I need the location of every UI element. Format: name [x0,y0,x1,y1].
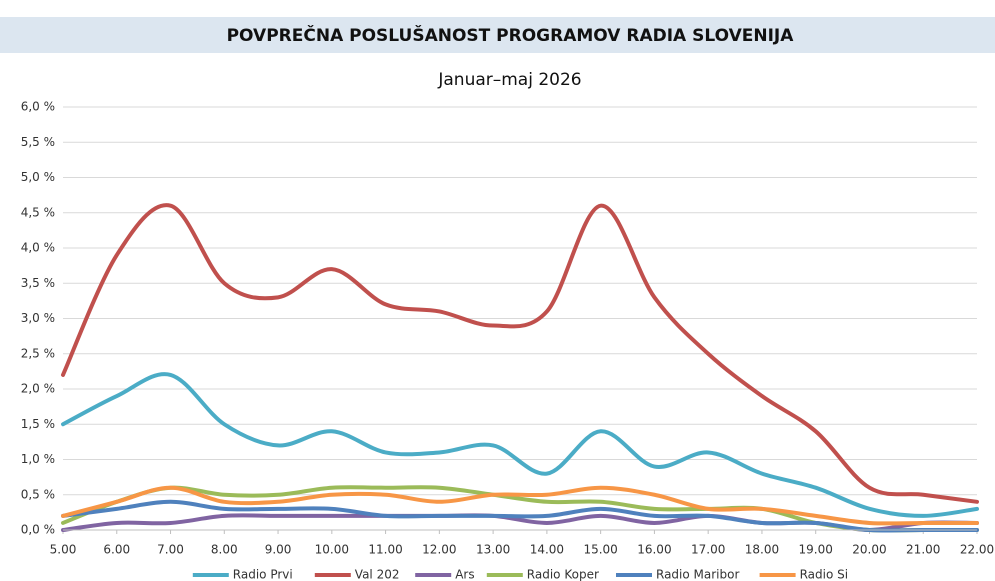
x-tick-label: 10.00 [315,543,349,557]
x-tick-label: 19.00 [799,543,833,557]
legend-label: Radio Koper [527,568,599,581]
y-tick-label: 5,0 % [21,170,55,184]
x-tick-label: 9.00 [265,543,292,557]
x-tick-label: 14.00 [530,543,564,557]
x-tick-label: 11.00 [368,543,402,557]
x-tick-label: 21.00 [906,543,940,557]
y-tick-label: 1,0 % [21,452,55,466]
series-line [61,499,979,533]
y-tick-label: 2,5 % [21,346,55,360]
x-tick-label: 6.00 [103,543,130,557]
y-tick-label: 5,5 % [21,135,55,149]
x-tick-label: 16.00 [637,543,671,557]
x-tick-label: 20.00 [852,543,886,557]
x-tick-label: 12.00 [422,543,456,557]
y-tick-label: 0,5 % [21,487,55,501]
y-tick-label: 0,0 % [21,523,55,537]
legend-label: Radio Prvi [233,568,293,581]
x-tick-label: 13.00 [476,543,510,557]
y-tick-label: 2,0 % [21,382,55,396]
y-tick-label: 6,0 % [21,100,55,114]
legend-label: Radio Si [800,568,849,581]
x-tick-label: 15.00 [583,543,617,557]
y-tick-label: 3,5 % [21,276,55,290]
title-banner [0,17,995,53]
x-tick-label: 22.00 [960,543,994,557]
x-tick-label: 17.00 [691,543,725,557]
y-tick-label: 1,5 % [21,417,55,431]
series-line [61,372,979,518]
series-line [61,485,979,526]
x-tick-label: 8.00 [211,543,238,557]
x-tick-label: 18.00 [745,543,779,557]
legend-label: Ars [455,568,474,581]
legend-label: Val 202 [355,568,400,581]
x-tick-label: 7.00 [157,543,184,557]
series-line [61,203,979,504]
y-tick-label: 4,0 % [21,241,55,255]
y-tick-label: 4,5 % [21,205,55,219]
legend-label: Radio Maribor [656,568,739,581]
y-tick-label: 3,0 % [21,311,55,325]
chart-subtitle: Januar–maj 2026 [437,70,581,90]
chart-title: POVPREČNA POSLUŠANOST PROGRAMOV RADIA SL… [227,24,795,46]
x-tick-label: 5.00 [50,543,77,557]
